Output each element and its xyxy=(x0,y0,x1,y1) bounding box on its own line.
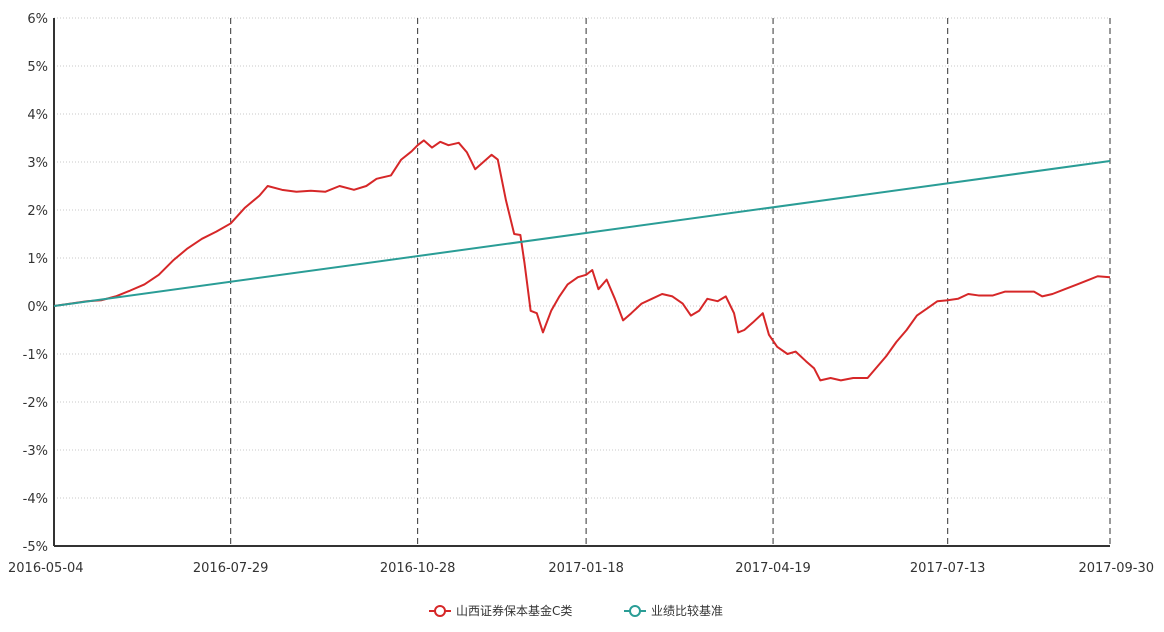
legend[interactable]: 山西证券保本基金C类 业绩比较基准 xyxy=(429,603,723,618)
series-line-1 xyxy=(53,160,1111,307)
y-tick-label: 5% xyxy=(27,60,48,75)
series-layer xyxy=(53,139,1111,382)
legend-item-1[interactable]: 业绩比较基准 xyxy=(624,603,723,618)
legend-label: 山西证券保本基金C类 xyxy=(456,603,572,618)
legend-marker-icon xyxy=(434,605,446,617)
y-tick-label: 2% xyxy=(27,204,48,219)
legend-item-0[interactable]: 山西证券保本基金C类 xyxy=(429,603,572,618)
y-tick-label: 3% xyxy=(27,156,48,171)
legend-label: 业绩比较基准 xyxy=(651,603,723,618)
grid-layer xyxy=(54,17,1111,547)
x-tick-label: 2017-07-13 xyxy=(910,561,986,576)
x-tick-label: 2016-07-29 xyxy=(193,561,269,576)
x-tick-label: 2016-05-04 xyxy=(8,561,84,576)
x-tick-label: 2017-01-18 xyxy=(548,561,624,576)
x-tick-label: 2017-09-30 xyxy=(1078,561,1154,576)
series-line-0 xyxy=(53,139,1111,382)
y-tick-label: 4% xyxy=(27,108,48,123)
x-tick-label: 2017-04-19 xyxy=(735,561,811,576)
y-tick-label: -5% xyxy=(23,540,48,555)
y-tick-label: 1% xyxy=(27,252,48,267)
y-tick-label: -1% xyxy=(23,348,48,363)
y-tick-label: -3% xyxy=(23,444,48,459)
legend-marker-icon xyxy=(629,605,641,617)
y-tick-label: -2% xyxy=(23,396,48,411)
y-tick-label: 6% xyxy=(27,12,48,27)
x-tick-label: 2016-10-28 xyxy=(380,561,456,576)
axis-layer: 6% 5% 4% 3% 2% 1% 0% -1% -2% -3% -4% -5% 2016-05-04 2… xyxy=(8,12,1154,576)
y-tick-label: 0% xyxy=(27,300,48,315)
y-tick-label: -4% xyxy=(23,492,48,507)
